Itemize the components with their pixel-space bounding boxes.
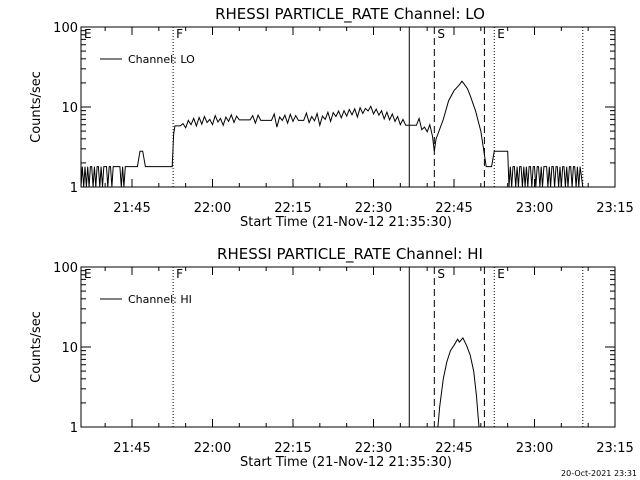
- chart-panel-0: RHESSI PARTICLE_RATE Channel: LO 21:45 22:…: [29, 5, 634, 230]
- plot-timestamp: 20-Oct-2021 23:31: [561, 469, 637, 478]
- series-line-lo: [80, 80, 584, 188]
- x-tick-label: 23:15: [596, 201, 633, 216]
- y-tick-label: 1: [70, 421, 78, 436]
- y-axis-label: Counts/sec: [29, 311, 44, 383]
- x-tick-label: 22:45: [435, 441, 472, 456]
- event-marker-label: F: [176, 27, 183, 41]
- x-tick-label: 21:45: [113, 201, 150, 216]
- x-tick-label: 23:15: [596, 441, 633, 456]
- event-marker-label: S: [437, 267, 445, 281]
- series-line-hi: [437, 336, 480, 428]
- legend: Channel: LO: [100, 53, 195, 66]
- x-tick-label: 22:00: [194, 201, 231, 216]
- y-tick-label: 10: [61, 341, 78, 356]
- y-axis-label: Counts/sec: [29, 71, 44, 143]
- x-tick-label: 22:15: [274, 201, 311, 216]
- chart-title: RHESSI PARTICLE_RATE Channel: HI: [217, 245, 483, 264]
- y-tick-label: 100: [53, 261, 78, 276]
- plot-frame: [80, 266, 616, 428]
- y-tick-label: 100: [53, 21, 78, 36]
- x-tick-label: 21:45: [113, 441, 150, 456]
- legend: Channel: HI: [100, 293, 192, 306]
- x-tick-label: 23:00: [516, 441, 553, 456]
- x-tick-label: 23:00: [516, 201, 553, 216]
- x-axis-label: Start Time (21-Nov-12 21:35:30): [240, 455, 452, 470]
- y-tick-label: 10: [61, 101, 78, 116]
- x-tick-label: 22:45: [435, 201, 472, 216]
- chart-panels: RHESSI PARTICLE_RATE Channel: LO 21:45 22:…: [29, 5, 634, 470]
- legend-label: Channel: HI: [128, 293, 192, 306]
- event-marker-label: E: [497, 27, 505, 41]
- x-tick-label: 22:15: [274, 441, 311, 456]
- legend-label: Channel: LO: [128, 53, 195, 66]
- event-marker-label: F: [176, 267, 183, 281]
- event-marker-label: E: [497, 267, 505, 281]
- event-marker-label: E: [84, 267, 92, 281]
- x-tick-label: 22:30: [355, 441, 392, 456]
- y-tick-label: 1: [70, 181, 78, 196]
- chart-panel-1: RHESSI PARTICLE_RATE Channel: HI 21:45 22:…: [29, 245, 634, 470]
- x-tick-label: 22:00: [194, 441, 231, 456]
- x-tick-label: 22:30: [355, 201, 392, 216]
- event-marker-label: E: [84, 27, 92, 41]
- x-axis-label: Start Time (21-Nov-12 21:35:30): [240, 215, 452, 230]
- chart-title: RHESSI PARTICLE_RATE Channel: LO: [215, 5, 485, 24]
- event-marker-label: S: [437, 27, 445, 41]
- plot-frame: [80, 26, 616, 188]
